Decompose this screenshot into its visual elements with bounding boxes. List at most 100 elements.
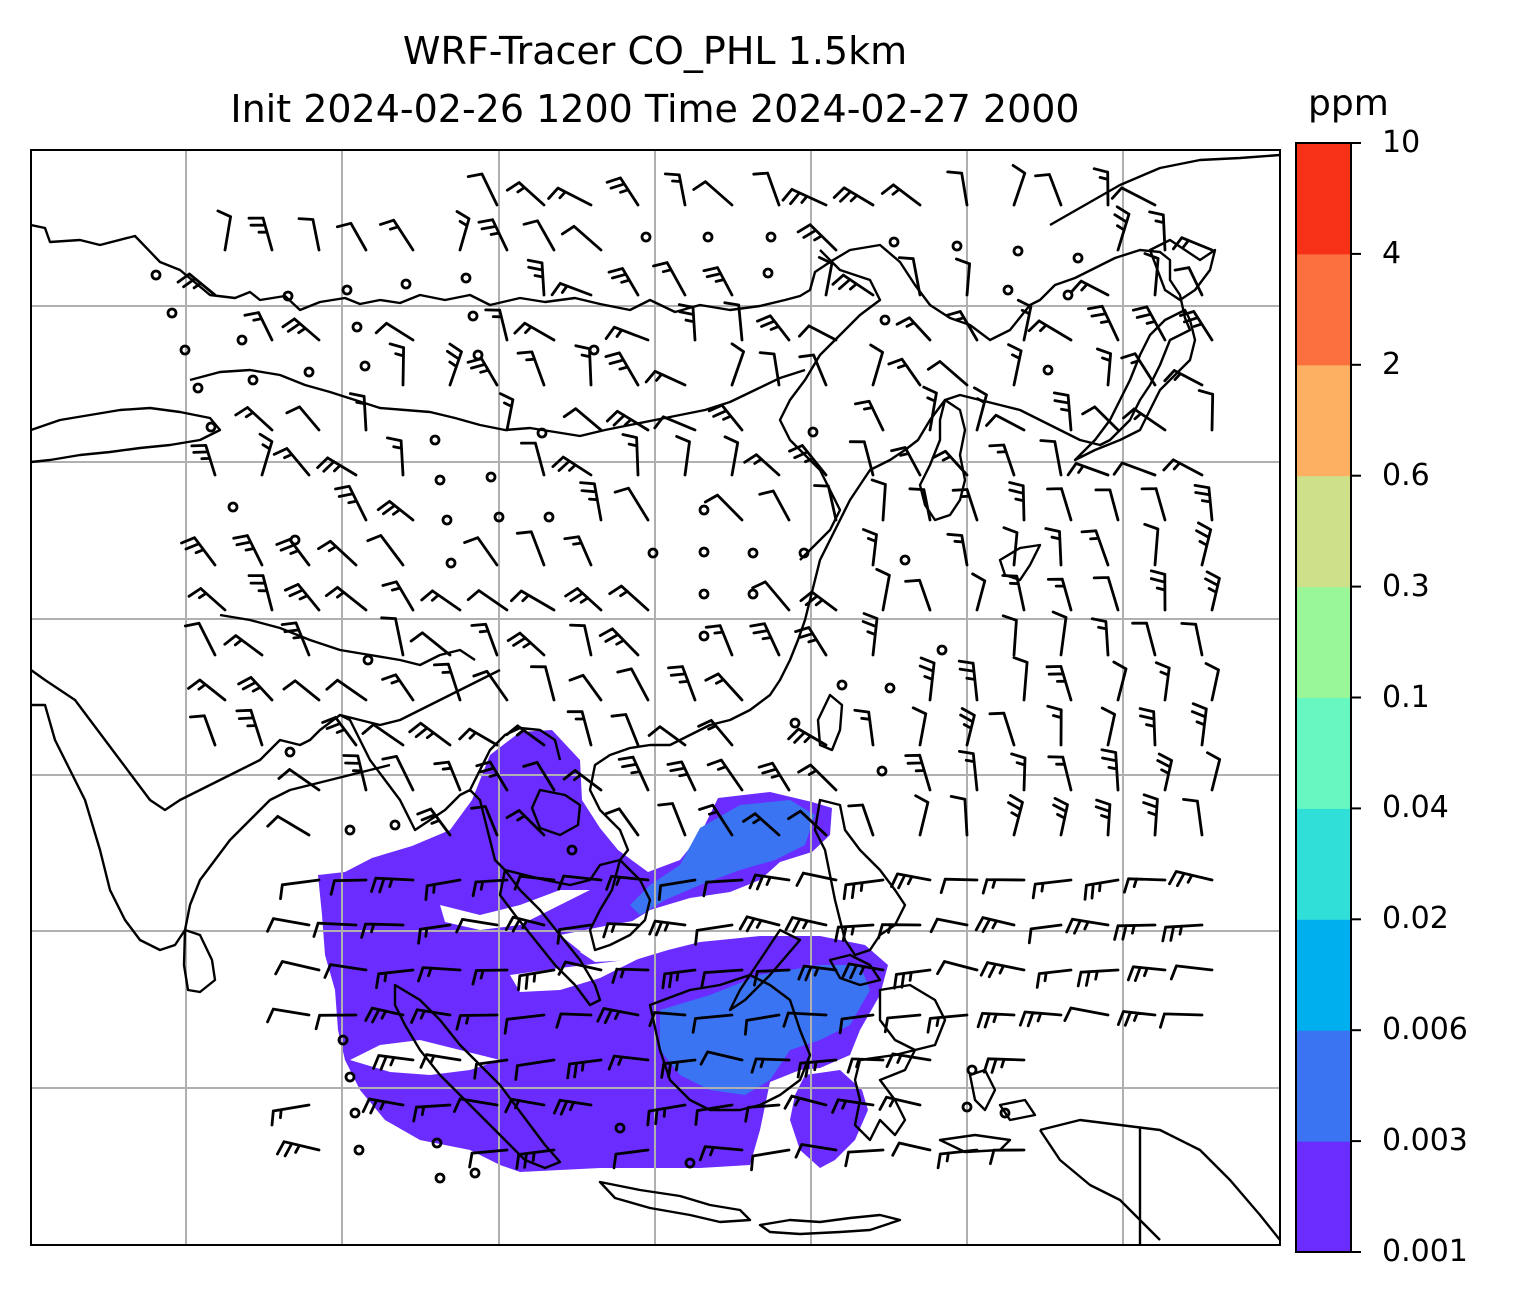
wind-barb xyxy=(797,964,838,982)
wind-barb xyxy=(1051,610,1068,657)
calm-wind-marker xyxy=(400,278,412,290)
calm-wind-marker xyxy=(359,360,371,372)
wind-barb xyxy=(560,224,603,252)
wind-barb xyxy=(183,621,217,657)
wind-barb xyxy=(813,484,838,522)
wind-barb xyxy=(744,1103,781,1123)
calm-wind-marker xyxy=(747,547,759,559)
colorbar-tick-label: 0.02 xyxy=(1382,901,1449,937)
calm-wind-marker xyxy=(282,290,294,302)
wind-barb xyxy=(277,768,321,792)
coastline-luzon xyxy=(813,798,907,957)
coastline-north-interior-c xyxy=(219,613,476,667)
wind-barb xyxy=(1096,347,1112,387)
calm-wind-marker xyxy=(762,267,774,279)
wind-barb xyxy=(798,353,828,387)
wind-barb xyxy=(329,878,368,896)
calm-wind-marker xyxy=(698,504,710,516)
colorbar-segment xyxy=(1296,697,1351,809)
coastline-north-interior-b xyxy=(189,368,806,438)
wind-barb xyxy=(743,453,781,477)
wind-barb xyxy=(926,360,969,387)
wind-barb xyxy=(794,626,828,657)
wind-barb xyxy=(1182,798,1204,837)
wind-barb xyxy=(936,960,979,976)
wind-barb xyxy=(566,1058,603,1080)
wind-barb xyxy=(891,1141,932,1157)
wind-barb xyxy=(517,968,556,992)
wind-barb xyxy=(704,624,734,657)
wind-barb xyxy=(568,673,603,702)
wind-barb xyxy=(1092,167,1110,207)
calm-wind-marker xyxy=(876,765,888,777)
coastlines xyxy=(31,153,1280,1245)
wind-barb xyxy=(895,316,932,342)
calm-wind-marker xyxy=(1062,289,1074,301)
wind-barb xyxy=(375,968,415,990)
wind-barb xyxy=(752,171,781,207)
wind-barb xyxy=(381,755,415,792)
wind-barb xyxy=(973,386,988,432)
calm-wind-marker xyxy=(227,501,239,513)
wind-barb xyxy=(515,530,546,567)
wind-barb xyxy=(530,665,556,702)
wind-barb xyxy=(677,303,697,342)
wind-barb xyxy=(612,1148,650,1170)
wind-barb xyxy=(644,369,687,387)
wind-barb xyxy=(381,580,415,612)
wind-barb xyxy=(936,1148,979,1170)
wind-barb xyxy=(566,710,593,747)
wind-barb xyxy=(959,707,976,747)
wind-barb xyxy=(471,878,509,898)
calm-wind-marker xyxy=(493,511,505,523)
wind-barb xyxy=(484,308,509,342)
wind-barb xyxy=(870,478,887,522)
wind-barb xyxy=(247,574,274,612)
wind-barb xyxy=(505,724,546,747)
wind-barb xyxy=(325,678,368,702)
wind-barb xyxy=(1138,707,1157,747)
wind-barb xyxy=(1131,305,1167,342)
wind-barb xyxy=(1002,526,1019,567)
wind-barb xyxy=(844,1148,885,1168)
wind-barb xyxy=(556,923,593,945)
wind-barb xyxy=(555,1012,593,1029)
wind-barb xyxy=(974,916,1016,933)
coastline-palawan xyxy=(728,928,802,1012)
wind-barb xyxy=(416,807,452,837)
coastline-sumatra xyxy=(393,983,562,1170)
wind-barb xyxy=(180,536,217,567)
wind-barb xyxy=(386,436,405,477)
wind-barb xyxy=(853,708,875,747)
wind-barb xyxy=(1083,878,1120,901)
wind-barb xyxy=(757,761,791,792)
wind-barb xyxy=(939,877,979,894)
wind-barb xyxy=(297,217,321,252)
calm-wind-marker xyxy=(789,717,801,729)
wind-barb xyxy=(885,1052,932,1068)
wind-barb xyxy=(513,874,556,891)
wind-barb xyxy=(796,1058,838,1079)
colorbar-tick-label: 0.3 xyxy=(1382,568,1430,604)
wind-barb xyxy=(647,725,687,747)
coastline-sri-lanka xyxy=(182,928,217,994)
wind-barb xyxy=(788,444,828,477)
wind-barb xyxy=(381,673,415,702)
wind-barb xyxy=(1010,752,1027,792)
wind-barb xyxy=(911,706,928,747)
wind-barb xyxy=(749,622,781,657)
wind-barb xyxy=(243,311,274,342)
colorbar xyxy=(1295,142,1361,1253)
wind-barb xyxy=(526,258,546,297)
colorbar-segment xyxy=(1296,253,1351,366)
coastline-japan-honshu xyxy=(1073,308,1197,462)
calm-wind-marker xyxy=(951,240,963,252)
wind-barb xyxy=(515,1148,556,1170)
wind-barb xyxy=(607,1054,650,1071)
wind-barb xyxy=(648,1011,687,1028)
wind-barb xyxy=(562,769,603,792)
wind-barb xyxy=(477,218,509,252)
coastline-hainan xyxy=(530,788,582,837)
wind-barb xyxy=(979,961,1026,979)
map-area[interactable] xyxy=(31,150,1280,1245)
